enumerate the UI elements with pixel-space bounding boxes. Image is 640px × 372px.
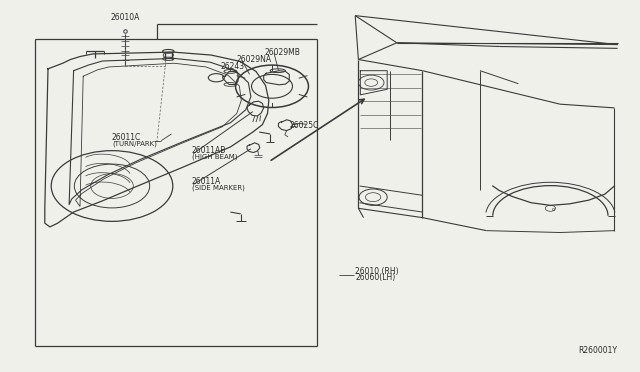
Text: 26010 (RH): 26010 (RH): [355, 267, 399, 276]
Text: 26011A: 26011A: [192, 177, 221, 186]
Text: (TURN/PARK): (TURN/PARK): [112, 141, 157, 147]
Text: 26029MB: 26029MB: [264, 48, 300, 57]
Text: R260001Y: R260001Y: [579, 346, 618, 355]
Text: 26011C: 26011C: [112, 133, 141, 142]
Text: 26025C: 26025C: [290, 121, 319, 130]
Text: 26243: 26243: [221, 62, 245, 71]
Text: o: o: [552, 206, 556, 212]
Text: 26029NA: 26029NA: [237, 55, 272, 64]
Text: (HIGH BEAM): (HIGH BEAM): [192, 153, 237, 160]
Text: (SIDE MARKER): (SIDE MARKER): [192, 184, 245, 191]
Text: 26011AB: 26011AB: [192, 146, 227, 155]
Text: 26060(LH): 26060(LH): [355, 273, 396, 282]
Text: 26010A: 26010A: [110, 13, 140, 22]
